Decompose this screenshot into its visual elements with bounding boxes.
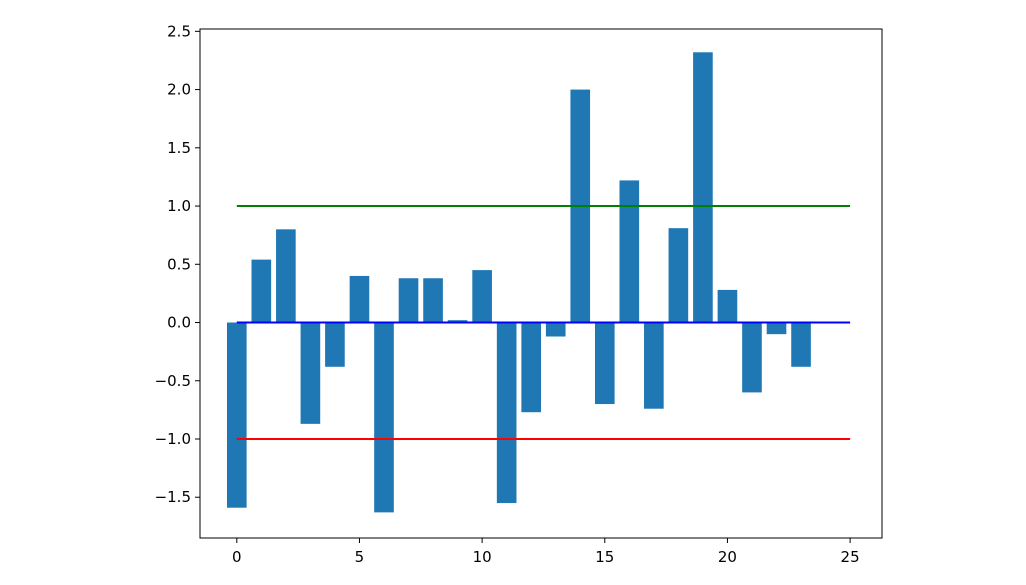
y-tick-label: 0.5 <box>167 255 191 273</box>
y-tick-label: −1.0 <box>155 430 191 448</box>
bar <box>300 322 321 424</box>
bar <box>349 275 370 323</box>
bar <box>226 322 247 508</box>
bar <box>644 322 664 409</box>
x-tick-label: 15 <box>595 548 614 566</box>
y-tick-label: −0.5 <box>155 372 191 390</box>
x-tick-label: 25 <box>841 548 860 566</box>
x-tick-label: 20 <box>718 548 737 566</box>
bar <box>496 322 517 504</box>
reference-lines <box>236 205 851 440</box>
bar-series <box>226 52 811 513</box>
y-axis-ticks: −1.5 −1.0 −0.5 0.0 0.5 1.0 1.5 2.0 2.5 <box>155 22 200 506</box>
bar <box>251 259 272 323</box>
plot-frame <box>199 28 883 539</box>
bar <box>374 322 394 513</box>
bar <box>742 322 762 393</box>
bar <box>447 320 468 323</box>
bar <box>791 322 811 367</box>
y-tick-label: 2.5 <box>167 22 191 40</box>
bar <box>276 229 296 323</box>
bar <box>668 228 689 323</box>
bar <box>693 52 713 323</box>
y-tick-label: 0.0 <box>167 314 191 332</box>
y-tick-label: 1.5 <box>167 139 191 157</box>
x-tick-label: 0 <box>232 548 242 566</box>
bar <box>472 270 492 323</box>
bar <box>398 278 419 323</box>
bar <box>545 322 566 337</box>
bar <box>594 322 615 405</box>
bar <box>717 289 738 323</box>
bar <box>325 322 345 367</box>
y-tick-label: 1.0 <box>167 197 191 215</box>
y-tick-label: −1.5 <box>155 488 191 506</box>
y-tick-label: 2.0 <box>167 81 191 99</box>
x-axis-ticks: 0 5 10 15 20 25 <box>232 538 860 566</box>
bar <box>521 322 541 413</box>
bar <box>423 278 443 323</box>
x-tick-label: 10 <box>473 548 492 566</box>
x-tick-label: 5 <box>355 548 365 566</box>
bar <box>766 322 787 335</box>
bar <box>619 180 640 323</box>
